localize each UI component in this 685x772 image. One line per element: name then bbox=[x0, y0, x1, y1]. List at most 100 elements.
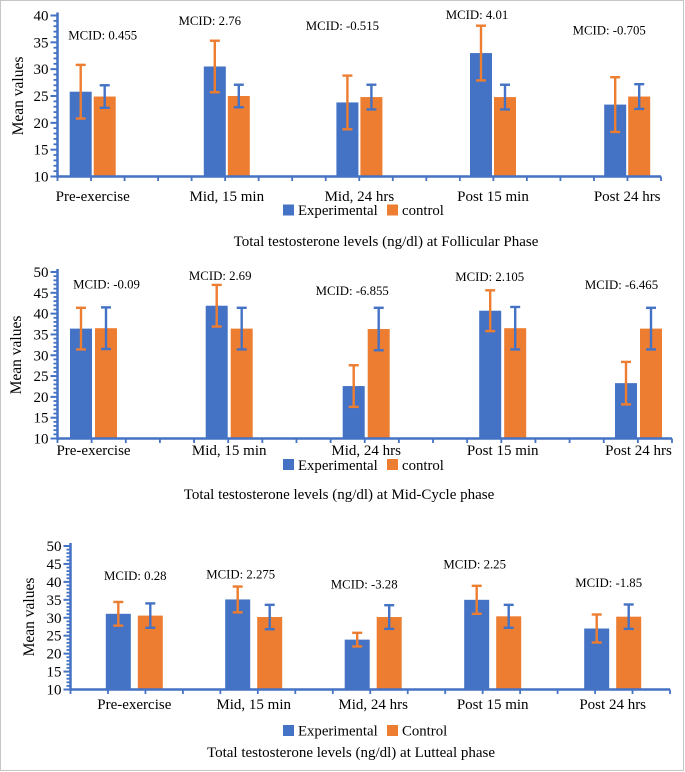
category-label: Mid, 24 hrs bbox=[338, 697, 408, 713]
bar-control bbox=[628, 96, 651, 177]
mcid-annotation: MCID: 0.455 bbox=[68, 28, 137, 42]
legend-label-experimental: Experimental bbox=[298, 724, 378, 740]
mcid-annotation: MCID: -0.705 bbox=[573, 24, 646, 38]
y-axis-label-midcycle: Mean values bbox=[8, 316, 25, 395]
category-label: Post 24 hrs bbox=[605, 443, 672, 459]
y-tick-label: 35 bbox=[34, 327, 49, 343]
legend-swatch-control bbox=[387, 459, 398, 470]
mcid-annotation: MCID: 2.69 bbox=[189, 269, 252, 283]
bar-control bbox=[93, 96, 116, 177]
bar-control bbox=[494, 97, 516, 177]
legend-swatch-experimental bbox=[283, 459, 294, 470]
y-tick-label: 20 bbox=[47, 647, 62, 663]
category-label: Mid, 15 min bbox=[190, 189, 265, 205]
category-label: Pre-exercise bbox=[56, 189, 130, 205]
mcid-annotation: MCID: -6.465 bbox=[585, 278, 658, 292]
bar-experimental bbox=[615, 383, 637, 439]
bar-experimental bbox=[70, 328, 92, 439]
category-label: Pre-exercise bbox=[97, 697, 171, 713]
lutteal-chart-plot: 10 15 20 25 30 35 40 45 50 Pre-exercise Mid, 15 mi… bbox=[47, 539, 671, 713]
y-tick-label: 45 bbox=[47, 557, 62, 573]
category-label: Mid, 15 min bbox=[216, 697, 291, 713]
legend-swatch-experimental bbox=[283, 725, 294, 736]
y-tick-label: 30 bbox=[34, 62, 49, 78]
y-tick-label: 20 bbox=[34, 116, 49, 132]
y-tick-label: 10 bbox=[34, 170, 49, 186]
y-tick-label: 50 bbox=[47, 539, 62, 555]
y-tick-label: 30 bbox=[34, 348, 49, 364]
mcid-annotation: MCID: -0.09 bbox=[73, 277, 140, 291]
category-label: Mid, 15 min bbox=[192, 443, 267, 459]
mcid-annotation: MCID: 2.105 bbox=[455, 270, 524, 284]
legend-label-control: control bbox=[402, 203, 444, 219]
bar-control bbox=[367, 329, 390, 439]
y-tick-label: 40 bbox=[34, 307, 49, 323]
y-tick-label: 15 bbox=[34, 411, 49, 427]
bar-experimental bbox=[479, 310, 502, 439]
legend-label-experimental: Experimental bbox=[298, 203, 378, 219]
bar-experimental bbox=[342, 386, 365, 439]
mcid-annotation: MCID: 4.01 bbox=[446, 8, 509, 22]
legend-swatch-experimental bbox=[283, 204, 294, 216]
category-label: Mid, 24 hrs bbox=[331, 443, 401, 459]
category-label: Pre-exercise bbox=[56, 443, 130, 459]
y-tick-label: 15 bbox=[47, 665, 62, 681]
bar-experimental bbox=[203, 66, 226, 177]
y-tick-label: 35 bbox=[34, 35, 49, 51]
legend-follicular: Experimental control bbox=[283, 203, 444, 219]
bar-experimental bbox=[604, 104, 627, 177]
bar-control bbox=[95, 328, 117, 439]
y-axis-label-lutteal: Mean values bbox=[21, 578, 38, 657]
bar-experimental bbox=[225, 599, 251, 690]
legend-label-experimental: Experimental bbox=[298, 458, 378, 474]
midcycle-chart-plot: 10 15 20 25 30 35 40 45 50 Pre-exercise Mid, 15 mi… bbox=[34, 265, 673, 459]
y-tick-label: 15 bbox=[34, 143, 49, 159]
mcid-annotation: MCID: 2.25 bbox=[443, 557, 506, 571]
mcid-annotation: MCID: 2.76 bbox=[179, 14, 242, 28]
mcid-annotation: MCID: 2.275 bbox=[206, 567, 275, 581]
y-tick-label: 40 bbox=[34, 9, 49, 25]
mcid-annotation: MCID: -0.515 bbox=[306, 19, 379, 33]
mcid-annotation: MCID: -3.28 bbox=[331, 577, 398, 591]
legend-swatch-control bbox=[387, 204, 398, 216]
legend-label-control: control bbox=[402, 458, 444, 474]
bar-experimental bbox=[344, 639, 370, 690]
chart-title-lutteal: Total testosterone levels (ng/dl) at Lut… bbox=[207, 745, 495, 761]
chart-title-midcycle: Total testosterone levels (ng/dl) at Mid… bbox=[184, 487, 495, 503]
bar-control bbox=[227, 96, 250, 177]
y-axis-label-follicular: Mean values bbox=[10, 57, 27, 136]
mcid-annotation: MCID: -6.855 bbox=[316, 284, 389, 298]
y-tick-label: 25 bbox=[34, 369, 49, 385]
category-label: Mid, 24 hrs bbox=[325, 189, 395, 205]
bar-experimental bbox=[205, 305, 228, 439]
y-tick-label: 50 bbox=[34, 265, 49, 281]
bar-experimental bbox=[69, 91, 92, 177]
bar-experimental bbox=[470, 53, 492, 177]
category-label: Post 15 min bbox=[467, 443, 539, 459]
legend-midcycle: Experimental control bbox=[283, 458, 444, 474]
legend-label-control: Control bbox=[402, 724, 447, 740]
y-tick-label: 35 bbox=[47, 593, 62, 609]
bar-experimental bbox=[336, 102, 359, 177]
category-label: Post 24 hrs bbox=[579, 697, 646, 713]
follicular-chart-plot: 10 15 20 25 30 35 40 Pre-exercise Mid, 15 min Mid… bbox=[34, 8, 662, 205]
chart-title-follicular: Total testosterone levels (ng/dl) at Fol… bbox=[234, 234, 539, 250]
category-label: Post 15 min bbox=[457, 189, 529, 205]
bar-control bbox=[504, 328, 527, 439]
bar-control bbox=[360, 97, 383, 177]
y-tick-label: 30 bbox=[47, 611, 62, 627]
y-tick-label: 25 bbox=[47, 629, 62, 645]
y-tick-label: 40 bbox=[47, 575, 62, 591]
y-tick-label: 20 bbox=[34, 390, 49, 406]
y-tick-label: 25 bbox=[34, 89, 49, 105]
category-label: Post 15 min bbox=[457, 697, 529, 713]
mcid-annotation: MCID: -1.85 bbox=[575, 576, 642, 590]
bar-control bbox=[230, 328, 253, 439]
bar-control bbox=[640, 328, 662, 439]
y-tick-label: 10 bbox=[47, 683, 62, 699]
y-tick-label: 45 bbox=[34, 286, 49, 302]
legend-swatch-control bbox=[387, 725, 398, 736]
y-tick-label: 10 bbox=[34, 432, 49, 448]
